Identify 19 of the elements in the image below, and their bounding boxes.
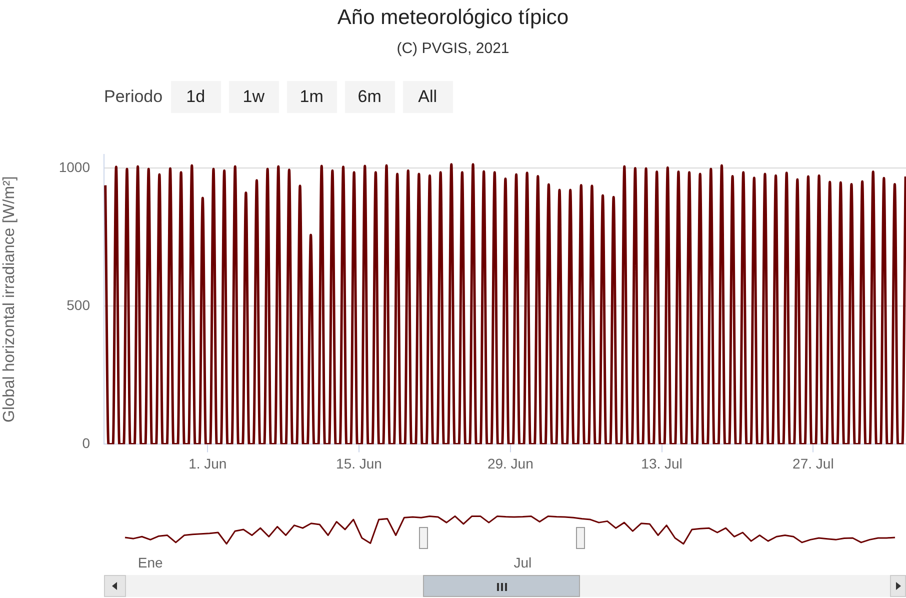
x-tick-label: 13. Jul — [641, 455, 682, 472]
chart-title: Año meteorológico típico — [336, 6, 570, 30]
x-tick-label: Jul — [514, 554, 532, 570]
y-tick-label: 1000 — [58, 159, 90, 176]
text: 1d — [170, 81, 221, 113]
x-tick-label: 15. Jun — [336, 455, 382, 472]
x-tick-label: 27. Jul — [792, 455, 834, 472]
x-tick-label: Ene — [138, 554, 164, 570]
text: All — [402, 81, 453, 113]
x-tick-label: 29. Jun — [487, 455, 534, 472]
text: 6m — [344, 81, 395, 113]
text: 1m — [286, 81, 337, 113]
y-axis-title: Global horizontal irradiance [W/m²] — [1, 176, 18, 422]
y-tick-label: 0 — [82, 435, 90, 452]
y-tick-label: 500 — [66, 297, 90, 314]
text: Periodo — [104, 87, 163, 107]
text: 1w — [228, 81, 279, 113]
chart-subtitle: (C) PVGIS, 2021 — [396, 40, 510, 57]
x-tick-label: 1. Jun — [188, 455, 227, 472]
